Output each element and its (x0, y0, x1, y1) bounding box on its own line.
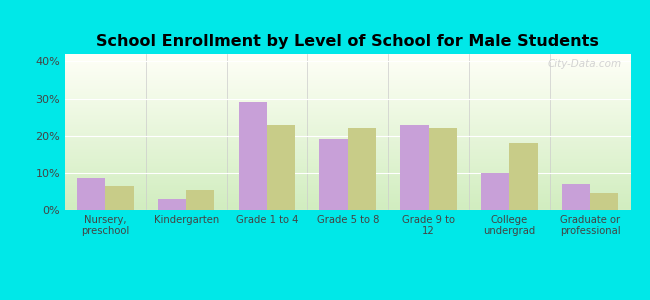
Bar (510, 143, 538, 210)
Bar (428, 128, 457, 210)
Bar (105, 186, 134, 210)
Bar (590, 193, 618, 210)
Bar (320, 140, 348, 210)
Bar (267, 124, 295, 210)
Bar (562, 184, 590, 210)
Bar (348, 128, 376, 210)
Title: School Enrollment by Level of School for Male Students: School Enrollment by Level of School for… (96, 34, 599, 49)
Bar (77, 178, 105, 210)
Text: City-Data.com: City-Data.com (548, 59, 622, 69)
Bar (186, 190, 214, 210)
Bar (158, 199, 186, 210)
Bar (400, 124, 428, 210)
Bar (239, 102, 267, 210)
Bar (481, 173, 510, 210)
